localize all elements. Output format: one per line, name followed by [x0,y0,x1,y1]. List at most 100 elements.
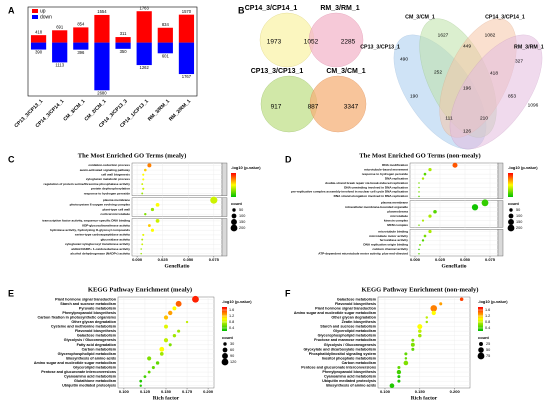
bar [136,42,152,66]
y-tick-label: protein dephosphorylation [91,187,130,191]
x-axis-label: GeneRatio [441,263,466,269]
region-count: 418 [490,70,498,76]
y-tick-label: serine-type carboxypeptidase activity [75,233,130,237]
value-label: 691 [56,24,64,29]
y-tick-label: cortical microtubule [100,212,130,216]
set-label: CM_3/CM_1 [405,14,435,20]
size-key [479,342,483,346]
y-tick-label: photosystem II oxygen evolving complex [70,203,131,207]
dot [418,333,422,338]
size-key [507,224,515,232]
size-key [477,352,485,360]
colorbar [478,307,483,331]
colorbar-tick-label: 0.8 [485,320,490,324]
x-tick-label: 0.200 [450,389,461,394]
y-tick-label: xyloglucan:xyloglucosyl transferase acti… [65,242,130,246]
dot [155,202,160,207]
color-legend-title: -log10 (p-value) [508,165,538,170]
size-legend-title: count [478,335,490,340]
dot [147,163,152,168]
y-tick-label: Amino sugar and nucleotide sugar metabol… [34,361,117,365]
dot [423,234,427,238]
x-tick-label: 0.050 [183,257,194,262]
y-tick-label: Biosynthesis of amino acids [326,384,376,388]
dot [142,233,145,236]
y-tick-label: auxin-activated signaling pathway [80,168,130,172]
region-count: 327 [515,58,523,64]
region-count: 252 [434,69,442,75]
dot [428,229,432,234]
x-tick-label: 0.025 [435,257,446,262]
y-tick-label: kinesin complex [384,218,408,222]
panel-letter: C [8,154,15,164]
region-count: 1082 [485,32,496,38]
dot [210,196,218,204]
x-tick-label: 0.000 [132,257,143,262]
dot [140,248,142,250]
facet-strip [221,197,228,217]
value-label: 390 [35,50,43,55]
size-key-label: 25 [486,342,490,346]
color-legend-title: -log10 (p-value) [478,299,508,304]
dot [428,214,432,218]
size-key [509,208,513,212]
size-key-label: 100 [516,214,522,218]
size-key-label: 100 [239,214,245,218]
value-label: 1113 [55,63,64,68]
dot [155,361,160,365]
y-tick-label: intracellular membrane-bounded organelle [345,205,408,209]
set-label: CP14_3/CP14_1 [245,5,298,12]
y-tick-label: Flavonoid biosynthesis [75,329,116,333]
panel-letter: B [238,5,245,15]
dot [142,178,145,181]
plot-frame [27,6,198,97]
value-label: 350 [120,49,128,54]
colorbar-tick-label: 1.6 [229,308,234,312]
chart-title: KEGG Pathway Enrichment (mealy) [88,287,192,294]
y-tick-label: response to hydrogen peroxide [362,172,409,176]
y-tick-label: Phenylpropanoid biosynthesis [322,370,376,374]
x-tick-label: 0.050 [460,257,471,262]
y-tick-label: Cysteine and methionine metabolism [51,325,117,329]
dot [142,187,145,190]
y-tick-label: double-strand break repair via break-ind… [325,181,408,185]
y-tick-label: glucosidase activity [101,237,131,241]
color-legend-title: -log10 (p-value) [231,165,261,170]
value-label: 601 [162,53,170,58]
dot [411,347,415,351]
dot [150,207,155,212]
set-label: CP13_3/CP13_1 [251,68,304,75]
colorbar-tick-label: 0.4 [229,326,234,330]
bar [73,42,89,50]
y-tick-label: cell wall biogenesis [101,173,130,177]
dot [403,360,409,366]
dot [159,352,164,356]
y-tick-label: Ubiquitin mediated proteolysis [322,379,376,383]
facet-strip [497,229,504,257]
venn-shapes [259,12,543,150]
y-tick-label: microtubule [390,214,408,218]
dot [481,199,489,207]
y-tick-label: Glycerolipid metabolism [73,366,117,370]
bar [115,42,131,49]
panel-letter: A [8,5,15,15]
venn-ellipse [449,34,543,150]
colorbar-tick-label: 1.2 [485,314,490,318]
size-key [231,219,237,225]
y-tick-label: RNA modification [382,163,408,167]
set-label: RM_3/RM_1 [514,44,544,50]
x-tick-label: 0.175 [182,389,193,394]
size-legend-title: count [508,201,520,206]
y-tick-label: plasma membrane [103,198,130,202]
dot [185,320,189,324]
region-count: 449 [463,43,471,49]
colorbar-tick-label: 0.8 [229,320,234,324]
bar [30,42,47,50]
size-key-label: 200 [239,226,245,230]
size-legend-title: count [231,201,243,206]
y-tick-label: plasma membrane [381,201,408,205]
value-label: 396 [77,50,85,55]
dot [418,224,420,226]
y-tick-label: Fatty acid degradation [77,343,117,347]
value-label: 834 [162,22,170,27]
